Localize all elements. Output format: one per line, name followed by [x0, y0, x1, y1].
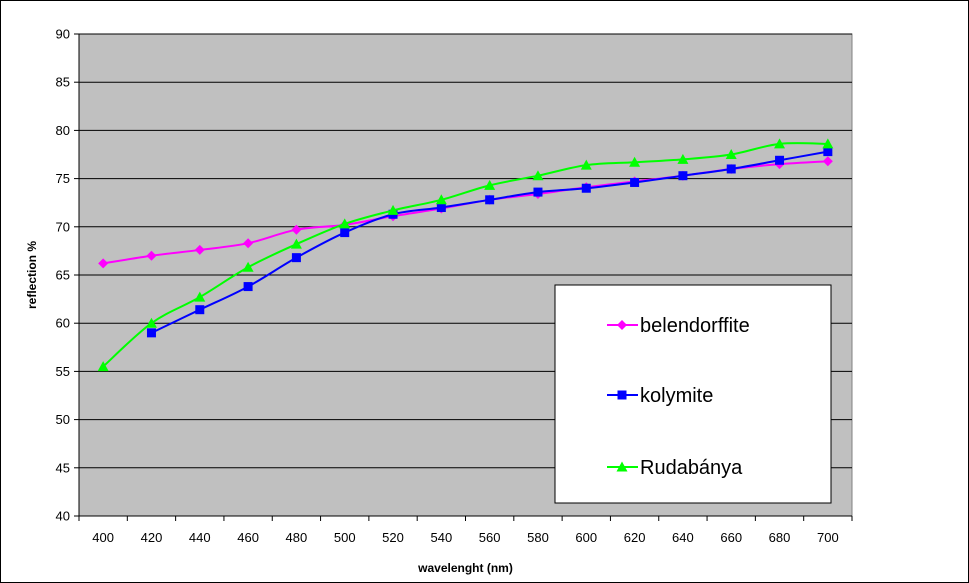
- y-tick-label: 65: [56, 268, 70, 283]
- legend-label: belendorffite: [640, 315, 750, 337]
- x-tick-label: 660: [720, 530, 742, 545]
- data-point-kolymite: [485, 195, 495, 205]
- data-point-kolymite: [146, 328, 156, 338]
- x-tick-label: 700: [817, 530, 839, 545]
- y-tick-label: 90: [56, 27, 70, 42]
- data-point-kolymite: [630, 177, 640, 187]
- x-tick-label: 680: [769, 530, 791, 545]
- legend: belendorffite kolymite Rudabánya: [554, 284, 832, 504]
- y-tick-label: 60: [56, 316, 70, 331]
- data-point-rudabanya: [435, 194, 447, 205]
- data-point-belendorffite: [146, 250, 157, 261]
- x-tick-label: 460: [237, 530, 259, 545]
- y-tick-label: 50: [56, 412, 70, 427]
- x-tick-label: 480: [286, 530, 308, 545]
- data-point-kolymite: [726, 164, 736, 174]
- legend-box: [554, 284, 832, 504]
- series-rudabanya: [97, 138, 834, 372]
- data-point-kolymite: [291, 253, 301, 263]
- data-point-rudabanya: [484, 179, 496, 190]
- data-point-rudabanya: [822, 138, 834, 149]
- data-point-rudabanya: [387, 204, 399, 215]
- data-point-kolymite: [678, 171, 688, 181]
- legend-entry-rudabanya: Rudabánya: [607, 457, 743, 479]
- y-tick-label: 45: [56, 460, 70, 475]
- data-point-kolymite: [243, 282, 253, 292]
- data-point-rudabanya: [677, 153, 689, 164]
- data-point-belendorffite: [194, 244, 205, 255]
- data-point-belendorffite: [98, 258, 109, 269]
- y-tick-label: 75: [56, 171, 70, 186]
- data-point-kolymite: [195, 305, 205, 315]
- data-point-kolymite: [533, 187, 543, 197]
- data-point-rudabanya: [629, 156, 641, 167]
- axes: 40 45 50 55 60 65 70 75 80 85 90 400 420 440 460 480 500…: [56, 27, 853, 545]
- data-point-belendorffite: [291, 224, 302, 235]
- y-tick-label: 40: [56, 509, 70, 524]
- x-tick-label: 600: [575, 530, 597, 545]
- data-point-rudabanya: [774, 138, 786, 149]
- y-tick-label: 85: [56, 75, 70, 90]
- data-point-kolymite: [775, 155, 785, 165]
- data-point-rudabanya: [532, 170, 544, 181]
- y-tick-label: 80: [56, 123, 70, 138]
- legend-swatch-marker: [616, 461, 628, 472]
- data-point-rudabanya: [290, 238, 302, 249]
- x-axis-title: wavelenght (nm): [417, 561, 513, 575]
- legend-entry-belendorffite: belendorffite: [607, 315, 750, 337]
- series-layer: [97, 138, 834, 372]
- x-tick-label: 500: [334, 530, 356, 545]
- data-point-kolymite: [823, 147, 833, 157]
- legend-entry-kolymite: kolymite: [607, 385, 713, 407]
- data-point-rudabanya: [194, 291, 206, 302]
- y-axis-title: reflection %: [25, 241, 39, 309]
- y-tick-label: 55: [56, 364, 70, 379]
- data-point-belendorffite: [822, 156, 833, 167]
- data-point-kolymite: [581, 183, 591, 193]
- series-kolymite: [146, 147, 833, 338]
- x-tick-label: 580: [527, 530, 549, 545]
- data-point-rudabanya: [339, 218, 351, 229]
- x-tick-label: 440: [189, 530, 211, 545]
- x-tick-label: 420: [141, 530, 163, 545]
- series-line-rudabanya: [102, 142, 828, 368]
- x-tick-label: 620: [624, 530, 646, 545]
- data-point-rudabanya: [97, 361, 109, 372]
- legend-label: kolymite: [640, 385, 713, 407]
- legend-swatch-marker: [617, 390, 627, 400]
- x-tick-label: 640: [672, 530, 694, 545]
- x-tick-label: 560: [479, 530, 501, 545]
- data-point-belendorffite: [243, 238, 254, 249]
- legend-label: Rudabánya: [640, 457, 743, 479]
- data-point-kolymite: [436, 203, 446, 213]
- data-point-rudabanya: [242, 261, 254, 272]
- x-tick-label: 540: [430, 530, 452, 545]
- data-point-rudabanya: [725, 149, 737, 159]
- x-tick-label: 400: [92, 530, 114, 545]
- data-point-rudabanya: [580, 159, 592, 170]
- x-tick-label: 520: [382, 530, 404, 545]
- data-point-rudabanya: [145, 317, 157, 328]
- y-tick-label: 70: [56, 219, 70, 234]
- legend-swatch-marker: [617, 320, 627, 330]
- data-point-kolymite: [340, 228, 350, 238]
